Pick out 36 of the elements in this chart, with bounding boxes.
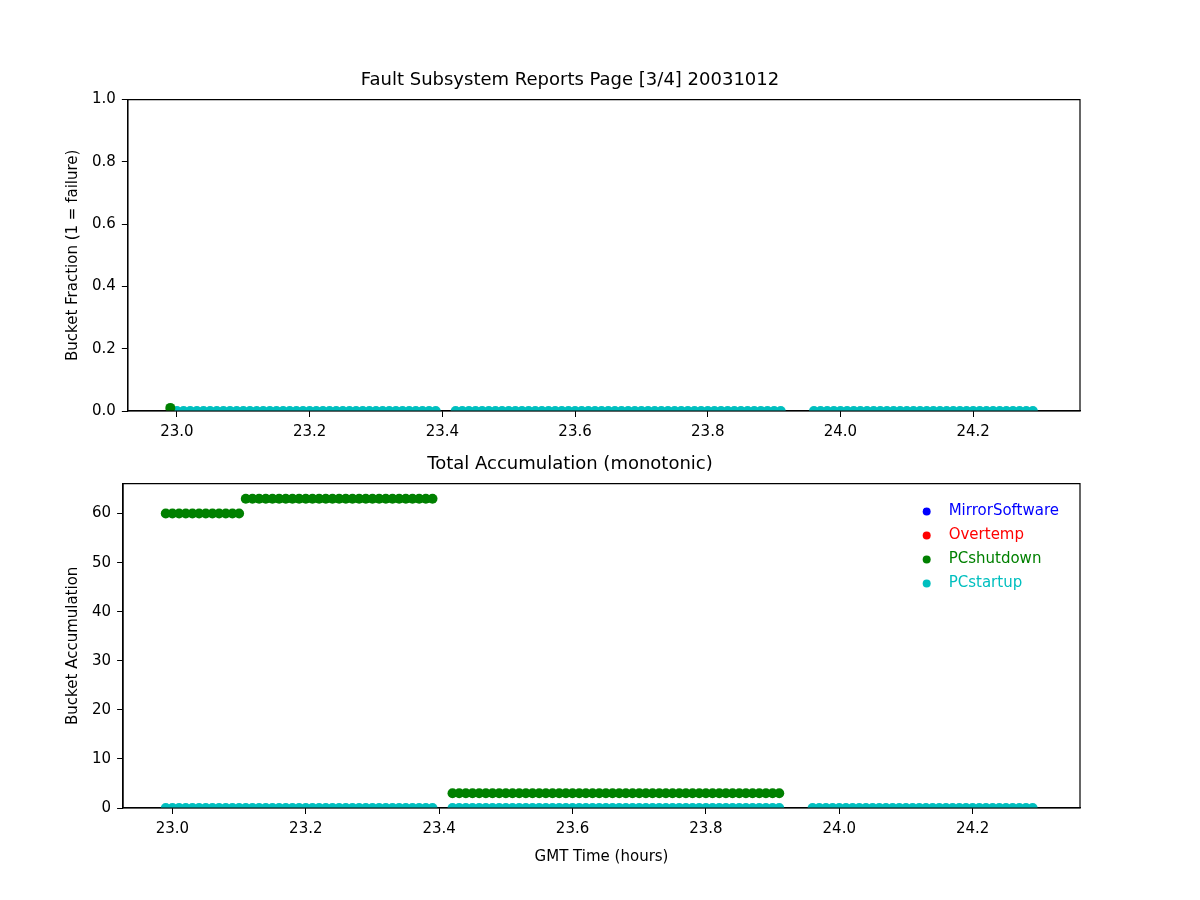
x-tick-label: 23.8 bbox=[691, 421, 725, 440]
x-tick-label: 24.2 bbox=[955, 818, 990, 837]
chart-title: Total Accumulation (monotonic) bbox=[426, 452, 713, 474]
y-tick-label: 50 bbox=[91, 552, 112, 571]
x-axis-title: GMT Time (hours) bbox=[534, 846, 669, 865]
x-tick-label: 23.6 bbox=[555, 818, 590, 837]
y-tick-label: 0.6 bbox=[92, 214, 116, 233]
legend-label: PCshutdown bbox=[948, 549, 1042, 568]
x-tick-label: 24.2 bbox=[956, 421, 990, 440]
legend-label: MirrorSoftware bbox=[948, 501, 1060, 520]
y-tick-label: 60 bbox=[91, 503, 112, 522]
y-tick-label: 10 bbox=[91, 748, 112, 767]
x-tick-label: 23.2 bbox=[292, 421, 327, 440]
x-tick-label: 23.8 bbox=[689, 818, 723, 837]
y-tick-label: 30 bbox=[91, 650, 112, 669]
y-tick-label: 0 bbox=[101, 797, 112, 816]
x-tick-label: 24.0 bbox=[822, 818, 856, 837]
x-tick-label: 24.0 bbox=[823, 421, 858, 440]
x-tick-label: 23.4 bbox=[425, 421, 460, 440]
x-tick-label: 23.0 bbox=[160, 421, 194, 440]
y-tick-label: 40 bbox=[91, 601, 112, 620]
legend-label: PCstartup bbox=[948, 573, 1023, 592]
y-tick-label: 0.2 bbox=[92, 338, 116, 357]
chart-title: Fault Subsystem Reports Page [3/4] 20031012 bbox=[360, 68, 780, 90]
y-tick-label: 0.8 bbox=[92, 151, 116, 170]
y-axis-title: Bucket Fraction (1 = failure) bbox=[62, 149, 81, 362]
y-tick-label: 1.0 bbox=[92, 89, 116, 108]
y-tick-label: 20 bbox=[91, 699, 112, 718]
x-tick-label: 23.2 bbox=[289, 818, 323, 837]
y-axis-title: Bucket Accumulation bbox=[62, 566, 81, 725]
legend-label: Overtemp bbox=[948, 525, 1025, 544]
y-tick-label: 0.0 bbox=[92, 400, 116, 419]
x-tick-label: 23.6 bbox=[558, 421, 592, 440]
x-tick-label: 23.4 bbox=[422, 818, 456, 837]
y-tick-label: 0.4 bbox=[92, 276, 116, 295]
x-tick-label: 23.0 bbox=[155, 818, 190, 837]
